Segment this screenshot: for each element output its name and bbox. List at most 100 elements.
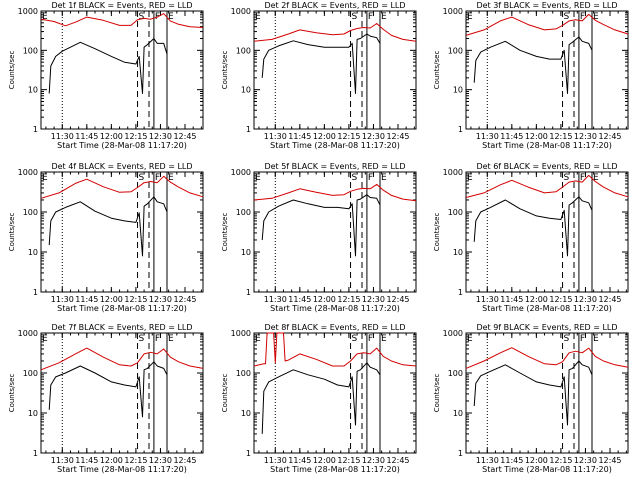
- marker-label: S: [564, 173, 570, 183]
- plot-det-1: Det 1f BLACK = Events, RED = LLD 1 10 100 10…: [8, 1, 204, 150]
- x-tick-label: 12:15: [549, 456, 572, 465]
- marker-label: S: [139, 173, 145, 183]
- x-tick-label: 12:00: [100, 295, 123, 304]
- plot-frame: [40, 332, 204, 454]
- x-axis-label: Start Time (28-Mar-08 11:17:20): [57, 304, 187, 313]
- plot-title: Det 8f BLACK = Events, RED = LLD: [264, 323, 405, 332]
- plot-title: Det 4f BLACK = Events, RED = LLD: [51, 162, 192, 171]
- marker-label: E: [42, 334, 48, 344]
- x-tick-label: 12:30: [574, 295, 597, 304]
- x-tick-label: 12:15: [337, 132, 360, 141]
- x-tick-label: 12:00: [525, 132, 548, 141]
- y-tick-label: 1000: [18, 7, 38, 16]
- y-tick-label: 100: [236, 369, 251, 378]
- y-tick-label: 1: [458, 125, 463, 134]
- x-tick-label: 11:45: [75, 295, 98, 304]
- series-events-line: [48, 196, 168, 257]
- x-tick-label: 12:30: [362, 132, 385, 141]
- plot-det-5: Det 5f BLACK = Events, RED = LLD 1 10 100 10…: [221, 162, 417, 313]
- y-tick-label: 10: [28, 409, 38, 418]
- x-tick-label: 12:15: [337, 295, 360, 304]
- marker-label: E: [467, 334, 473, 344]
- x-tick-label: 12:00: [100, 132, 123, 141]
- marker-label: S: [352, 173, 358, 183]
- x-tick-label: 12:00: [313, 456, 336, 465]
- marker-label: E: [467, 12, 473, 22]
- series-events-line: [473, 360, 593, 426]
- y-tick-label: 10: [241, 248, 251, 257]
- y-axis-label: Counts/sec: [433, 374, 441, 413]
- y-tick-label: 10: [241, 86, 251, 95]
- x-tick-label: 12:00: [100, 456, 123, 465]
- marker-label: F: [580, 334, 585, 344]
- plot-det-9: Det 9f BLACK = Events, RED = LLD 1 10 100 10…: [433, 323, 629, 474]
- x-tick-label: 11:30: [51, 132, 74, 141]
- y-tick-label: 10: [453, 86, 463, 95]
- marker-label: E: [168, 173, 174, 183]
- x-tick-label: 11:45: [500, 456, 523, 465]
- marker-label: F: [368, 334, 373, 344]
- plot-title: Det 5f BLACK = Events, RED = LLD: [264, 162, 405, 171]
- y-tick-label: 10: [453, 409, 463, 418]
- x-axis-label: Start Time (28-Mar-08 11:17:20): [57, 465, 187, 474]
- y-tick-label: 1: [458, 288, 463, 297]
- y-tick-label: 100: [23, 46, 38, 55]
- marker-label: S: [139, 12, 145, 22]
- y-axis-label: Counts/sec: [221, 51, 229, 90]
- plot-frame: [40, 10, 204, 130]
- plot-det-2: Det 2f BLACK = Events, RED = LLD 1 10 100 10…: [221, 1, 417, 150]
- x-axis-label: Start Time (28-Mar-08 11:17:20): [482, 304, 612, 313]
- y-tick-label: 100: [448, 46, 463, 55]
- plot-frame: [253, 332, 417, 454]
- y-axis-label: Counts/sec: [8, 213, 16, 252]
- series-events-line: [261, 362, 381, 434]
- x-tick-label: 12:45: [598, 295, 621, 304]
- x-tick-label: 12:45: [386, 456, 409, 465]
- x-tick-label: 11:30: [476, 295, 499, 304]
- marker-label: E: [593, 173, 599, 183]
- x-tick-label: 11:30: [476, 132, 499, 141]
- x-tick-label: 11:30: [51, 456, 74, 465]
- marker-label: F: [368, 173, 373, 183]
- y-tick-label: 1000: [443, 329, 463, 338]
- y-tick-label: 1000: [443, 7, 463, 16]
- y-tick-label: 10: [241, 409, 251, 418]
- marker-label: E: [42, 173, 48, 183]
- marker-label: S: [352, 334, 358, 344]
- x-tick-label: 12:15: [124, 456, 147, 465]
- plot-title: Det 3f BLACK = Events, RED = LLD: [476, 1, 617, 10]
- y-tick-label: 1: [33, 449, 38, 458]
- y-tick-label: 1000: [18, 168, 38, 177]
- plot-title: Det 2f BLACK = Events, RED = LLD: [264, 1, 405, 10]
- series-lld-line: [465, 174, 629, 198]
- marker-label: E: [467, 173, 473, 183]
- y-axis-label: Counts/sec: [433, 51, 441, 90]
- plot-frame: [253, 10, 417, 130]
- marker-label: E: [381, 173, 387, 183]
- y-tick-label: 100: [23, 208, 38, 217]
- y-tick-label: 1: [33, 125, 38, 134]
- x-tick-label: 12:00: [525, 456, 548, 465]
- y-tick-label: 1000: [443, 168, 463, 177]
- y-axis-label: Counts/sec: [221, 213, 229, 252]
- y-tick-label: 1: [33, 288, 38, 297]
- marker-label: E: [255, 334, 261, 344]
- x-tick-label: 12:15: [124, 295, 147, 304]
- series-events-line: [261, 194, 381, 257]
- marker-label: F: [155, 173, 160, 183]
- x-tick-label: 12:30: [149, 132, 172, 141]
- x-tick-label: 11:30: [264, 456, 287, 465]
- marker-label: E: [255, 12, 261, 22]
- plot-title: Det 7f BLACK = Events, RED = LLD: [51, 323, 192, 332]
- x-tick-label: 11:45: [288, 456, 311, 465]
- x-tick-label: 12:15: [549, 295, 572, 304]
- y-tick-label: 10: [453, 248, 463, 257]
- y-tick-label: 100: [236, 208, 251, 217]
- y-tick-label: 100: [236, 46, 251, 55]
- x-tick-label: 11:30: [264, 132, 287, 141]
- plot-det-4: Det 4f BLACK = Events, RED = LLD 1 10 100 10…: [8, 162, 204, 313]
- series-lld-line: [40, 175, 204, 199]
- x-tick-label: 11:45: [500, 132, 523, 141]
- x-tick-label: 11:45: [500, 295, 523, 304]
